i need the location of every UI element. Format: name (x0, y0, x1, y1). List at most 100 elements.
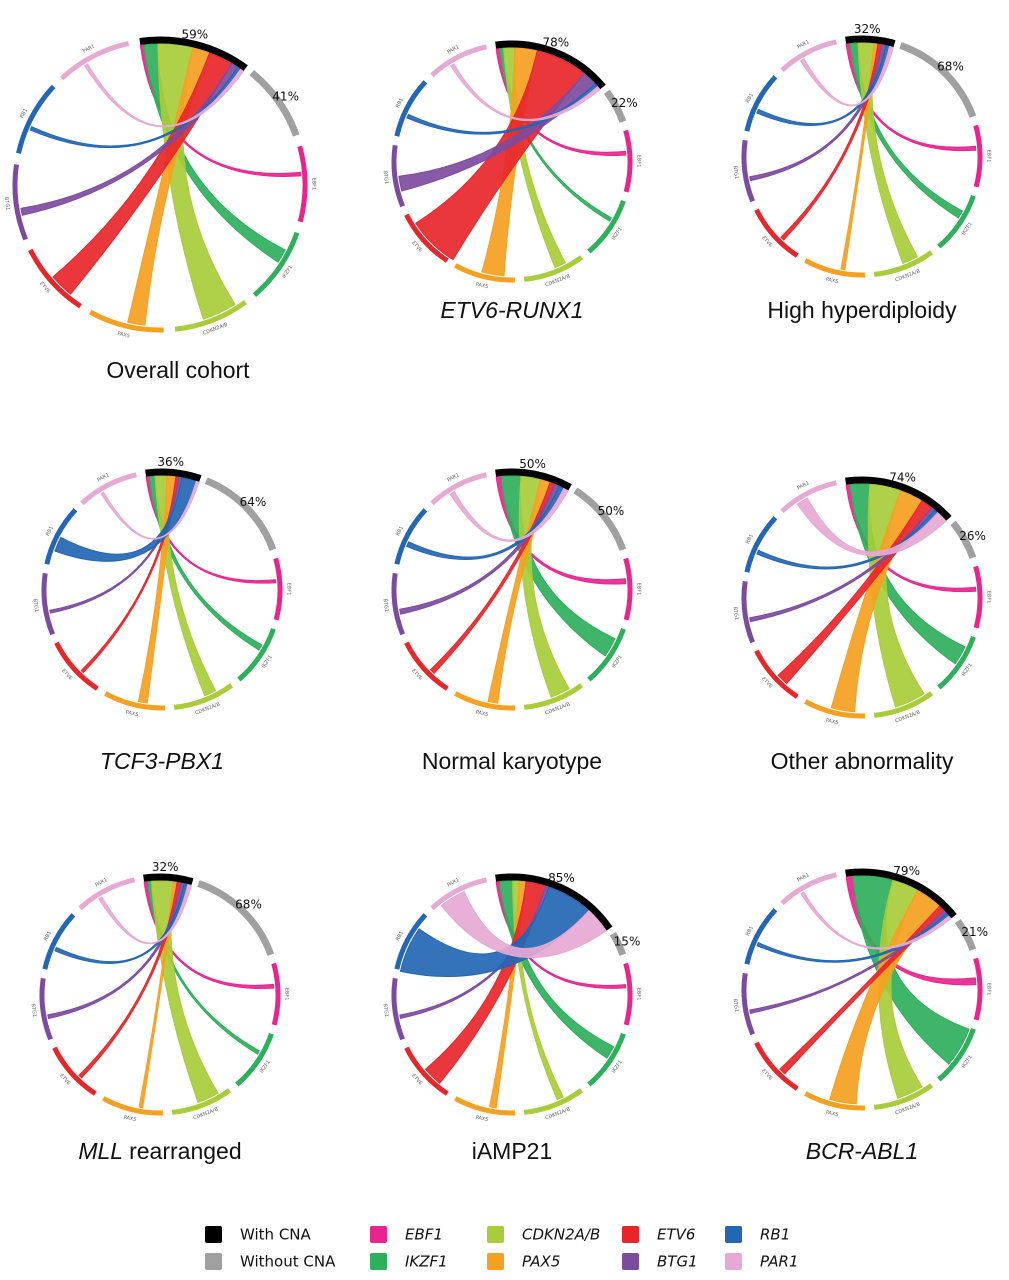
chord (399, 886, 590, 977)
gene-arc-label: PAR1 (446, 44, 460, 55)
percent-label: 64% (240, 495, 267, 509)
chord-panel: 36%64%EBF1IKZF1CDKN2A/BPAX5ETV6BTG1RB1PA… (32, 455, 292, 774)
gene-arc-label: EBF1 (283, 988, 289, 1001)
gene-arc (391, 572, 405, 636)
gene-arc-label: RB1 (745, 533, 755, 545)
percent-label: 74% (889, 470, 916, 484)
gene-arc (104, 691, 166, 711)
gene-arc (430, 877, 488, 911)
cna-arc (845, 35, 896, 47)
gene-arc-label: PAX5 (475, 1114, 489, 1123)
title-part: High hyperdiploidy (767, 297, 957, 323)
gene-arc (523, 683, 584, 710)
gene-arc (391, 144, 405, 208)
gene-arc-label: EBF1 (985, 150, 991, 163)
gene-arc (937, 194, 976, 249)
gene-arc-label: PAX5 (475, 281, 489, 290)
gene-arc (937, 635, 976, 690)
panel-title: iAMP21 (472, 1138, 553, 1164)
panel-title: High hyperdiploidy (767, 297, 957, 323)
gene-arc (54, 641, 99, 691)
gene-arc (780, 480, 838, 514)
chord (98, 883, 193, 945)
legend-label: With CNA (240, 1226, 312, 1244)
gene-arc-label: BTG1 (382, 598, 390, 612)
cna-arc (899, 42, 977, 118)
cna-arc (954, 919, 977, 951)
gene-arc-label: IKZF1 (259, 1059, 272, 1074)
cna-arc (145, 468, 202, 482)
gene-arc (394, 80, 428, 137)
percent-label: 68% (937, 59, 964, 73)
cna-arc (950, 520, 977, 559)
cna-arc (573, 487, 627, 551)
gene-arc-label: RB1 (395, 97, 405, 109)
cna-arc (603, 89, 627, 123)
legend-swatch (205, 1226, 222, 1243)
gene-arc (873, 691, 934, 718)
gene-arc-label: ETV6 (38, 281, 51, 295)
chord-panel: 50%50%EBF1IKZF1CDKN2A/BPAX5ETV6BTG1RB1PA… (382, 457, 642, 774)
gene-arc-label: PAR1 (446, 472, 460, 483)
gene-arc-label: IKZF1 (611, 226, 624, 241)
percent-label: 22% (611, 96, 638, 110)
gene-arc (39, 977, 53, 1041)
percent-label: 68% (235, 897, 262, 911)
legend-label: PAX5 (522, 1253, 560, 1271)
percent-label: 15% (614, 934, 641, 948)
chord (857, 42, 919, 265)
gene-arc (89, 309, 164, 333)
gene-arc (297, 145, 308, 223)
gene-arc-label: BTG1 (382, 170, 390, 184)
title-part: TCF3-PBX1 (100, 748, 224, 774)
cna-arc (143, 873, 194, 885)
gene-arc-label: RB1 (745, 925, 755, 937)
gene-arc-label: PAX5 (125, 709, 139, 718)
cna-arc (495, 40, 606, 90)
gene-arc-label: IKZF1 (281, 264, 294, 279)
gene-arc (741, 139, 755, 203)
gene-arc-label: RB1 (395, 930, 405, 942)
percent-label: 32% (854, 22, 881, 36)
gene-arc-label: PAX5 (825, 276, 839, 285)
gene-arc-label: BTG1 (732, 998, 740, 1012)
gene-arc-label: RB1 (45, 525, 55, 537)
gene-arc-label: PAR1 (446, 877, 460, 888)
gene-arc (780, 872, 838, 906)
gene-arc-label: ETV6 (410, 240, 423, 254)
chord (150, 880, 219, 1104)
gene-arc (623, 557, 633, 621)
gene-arc (587, 1032, 626, 1087)
cna-arc (845, 476, 952, 521)
legend-swatch (487, 1253, 504, 1270)
gene-arc (44, 508, 78, 565)
gene-arc-label: EBF1 (985, 983, 991, 996)
title-part: ETV6-RUNX1 (440, 297, 583, 323)
gene-arc (804, 258, 866, 278)
chord (83, 63, 245, 128)
chord-panel: 32%68%EBF1IKZF1CDKN2A/BPAX5ETV6BTG1RB1PA… (732, 22, 992, 323)
gene-arc-label: EBF1 (635, 583, 641, 596)
legend-label: RB1 (760, 1226, 790, 1244)
gene-arc-label: BTG1 (3, 197, 11, 211)
chord (796, 497, 947, 557)
gene-arc (171, 1088, 232, 1115)
gene-arc (973, 565, 983, 629)
gene-arc (391, 977, 405, 1041)
gene-arc (754, 1041, 799, 1091)
gene-arc (273, 557, 283, 621)
gene-arc (404, 1046, 449, 1096)
gene-arc (16, 84, 56, 154)
gene-arc-label: IKZF1 (261, 654, 274, 669)
gene-arc (12, 164, 28, 241)
legend-label: PAR1 (760, 1253, 799, 1271)
gene-arc-label: ETV6 (410, 668, 423, 682)
panel-title: TCF3-PBX1 (100, 748, 224, 774)
chord-panel: 74%26%EBF1IKZF1CDKN2A/BPAX5ETV6BTG1RB1PA… (732, 470, 992, 774)
gene-arc (430, 472, 488, 506)
gene-arc-label: EBF1 (310, 178, 316, 191)
title-part: Other abnormality (771, 748, 954, 774)
percent-label: 59% (181, 27, 208, 41)
percent-label: 85% (548, 871, 575, 885)
gene-arc-label: EBF1 (635, 988, 641, 1001)
